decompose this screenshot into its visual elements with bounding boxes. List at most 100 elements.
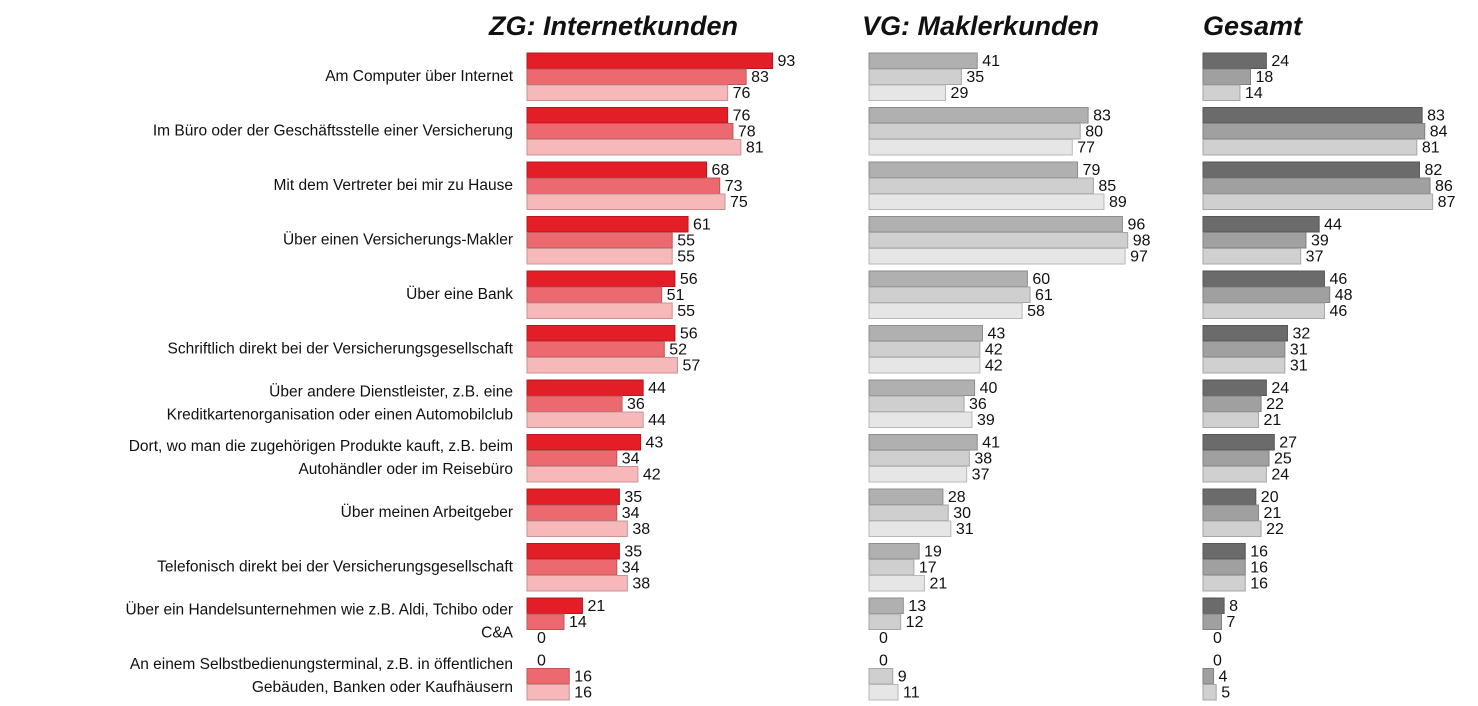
- value-label: 87: [1438, 194, 1456, 211]
- bar: [526, 139, 742, 156]
- bar: [526, 504, 618, 521]
- bar: [868, 613, 902, 630]
- bar: [526, 668, 570, 685]
- value-label: 39: [1311, 232, 1329, 249]
- bar: [526, 302, 673, 319]
- bar: [1202, 177, 1431, 194]
- bar: [1202, 84, 1241, 101]
- category-label: Mit dem Vertreter bei mir zu Hause: [274, 177, 513, 194]
- value-label: 39: [977, 412, 995, 429]
- value-label: 38: [974, 450, 992, 467]
- bar: [868, 139, 1073, 156]
- value-label: 0: [879, 630, 888, 647]
- bar: [1202, 684, 1217, 701]
- value-label: 35: [624, 489, 642, 506]
- bar: [868, 668, 894, 685]
- bar: [526, 543, 620, 560]
- value-label: 56: [680, 271, 698, 288]
- value-label: 84: [1430, 123, 1448, 140]
- value-label: 37: [1306, 248, 1324, 265]
- value-label: 16: [1250, 559, 1268, 576]
- value-label: 37: [972, 466, 990, 483]
- value-label: 58: [1027, 303, 1045, 320]
- value-label: 21: [929, 575, 947, 592]
- value-label: 73: [725, 178, 743, 195]
- category-label: Autohändler oder im Reisebüro: [298, 461, 513, 478]
- bar: [1202, 139, 1418, 156]
- bar: [868, 270, 1028, 287]
- category-label: Telefonisch direkt bei der Versicherungs…: [157, 559, 514, 576]
- bar: [1202, 613, 1222, 630]
- value-label: 46: [1329, 271, 1347, 288]
- bar: [1202, 434, 1275, 451]
- value-label: 22: [1266, 396, 1284, 413]
- bar: [526, 341, 665, 358]
- value-label: 42: [643, 466, 661, 483]
- bar: [526, 216, 689, 233]
- value-label: 21: [1263, 412, 1281, 429]
- category-label: Über ein Handelsunternehmen wie z.B. Ald…: [126, 601, 513, 619]
- value-label: 18: [1256, 69, 1274, 86]
- bar: [526, 123, 734, 140]
- value-label: 24: [1271, 53, 1289, 70]
- value-label: 83: [1427, 107, 1445, 124]
- category-label: Über einen Versicherungs-Makler: [283, 231, 513, 249]
- bar: [868, 684, 899, 701]
- bar: [868, 177, 1094, 194]
- value-label: 43: [646, 434, 664, 451]
- bar: [526, 597, 583, 614]
- value-label: 34: [622, 559, 640, 576]
- category-label: Schriftlich direkt bei der Versicherungs…: [168, 341, 514, 358]
- value-label: 89: [1109, 194, 1127, 211]
- bar: [526, 248, 673, 265]
- category-label: Kreditkartenorganisation oder einen Auto…: [167, 407, 513, 424]
- bar: [526, 84, 729, 101]
- value-label: 32: [1292, 325, 1310, 342]
- value-label: 35: [624, 543, 642, 560]
- value-label: 75: [730, 194, 748, 211]
- bar: [868, 466, 968, 483]
- value-label: 93: [778, 53, 796, 70]
- panel-title: VG: Maklerkunden: [862, 11, 1099, 41]
- bar: [1202, 379, 1267, 396]
- bar: [868, 325, 984, 342]
- bar: [868, 559, 915, 576]
- bar: [1202, 161, 1420, 178]
- value-label: 83: [751, 69, 769, 86]
- bar: [868, 248, 1126, 265]
- value-label: 78: [738, 123, 756, 140]
- value-label: 52: [669, 341, 687, 358]
- bar: [868, 411, 973, 428]
- bar: [1202, 52, 1267, 69]
- value-label: 44: [648, 412, 666, 429]
- bar: [526, 232, 673, 249]
- bar: [868, 123, 1081, 140]
- value-label: 97: [1130, 248, 1148, 265]
- bar: [1202, 559, 1246, 576]
- value-label: 27: [1279, 434, 1297, 451]
- value-label: 68: [712, 162, 730, 179]
- bar: [1202, 411, 1259, 428]
- bar: [1202, 286, 1331, 303]
- value-label: 28: [948, 489, 966, 506]
- bar: [526, 357, 678, 374]
- value-label: 31: [1290, 341, 1308, 358]
- bar: [868, 107, 1089, 124]
- value-label: 0: [879, 652, 888, 669]
- bar: [526, 575, 628, 592]
- bar: [526, 395, 623, 412]
- bar: [1202, 68, 1252, 85]
- value-label: 82: [1424, 162, 1442, 179]
- bar: [868, 302, 1023, 319]
- bar: [526, 286, 663, 303]
- value-label: 55: [677, 232, 695, 249]
- value-label: 38: [632, 575, 650, 592]
- bar: [526, 466, 639, 483]
- bar: [868, 504, 949, 521]
- category-label: Im Büro oder der Geschäftsstelle einer V…: [153, 123, 513, 140]
- bar: [526, 411, 644, 428]
- value-label: 98: [1133, 232, 1151, 249]
- value-label: 8: [1229, 598, 1238, 615]
- bar: [1202, 325, 1288, 342]
- bar: [868, 543, 920, 560]
